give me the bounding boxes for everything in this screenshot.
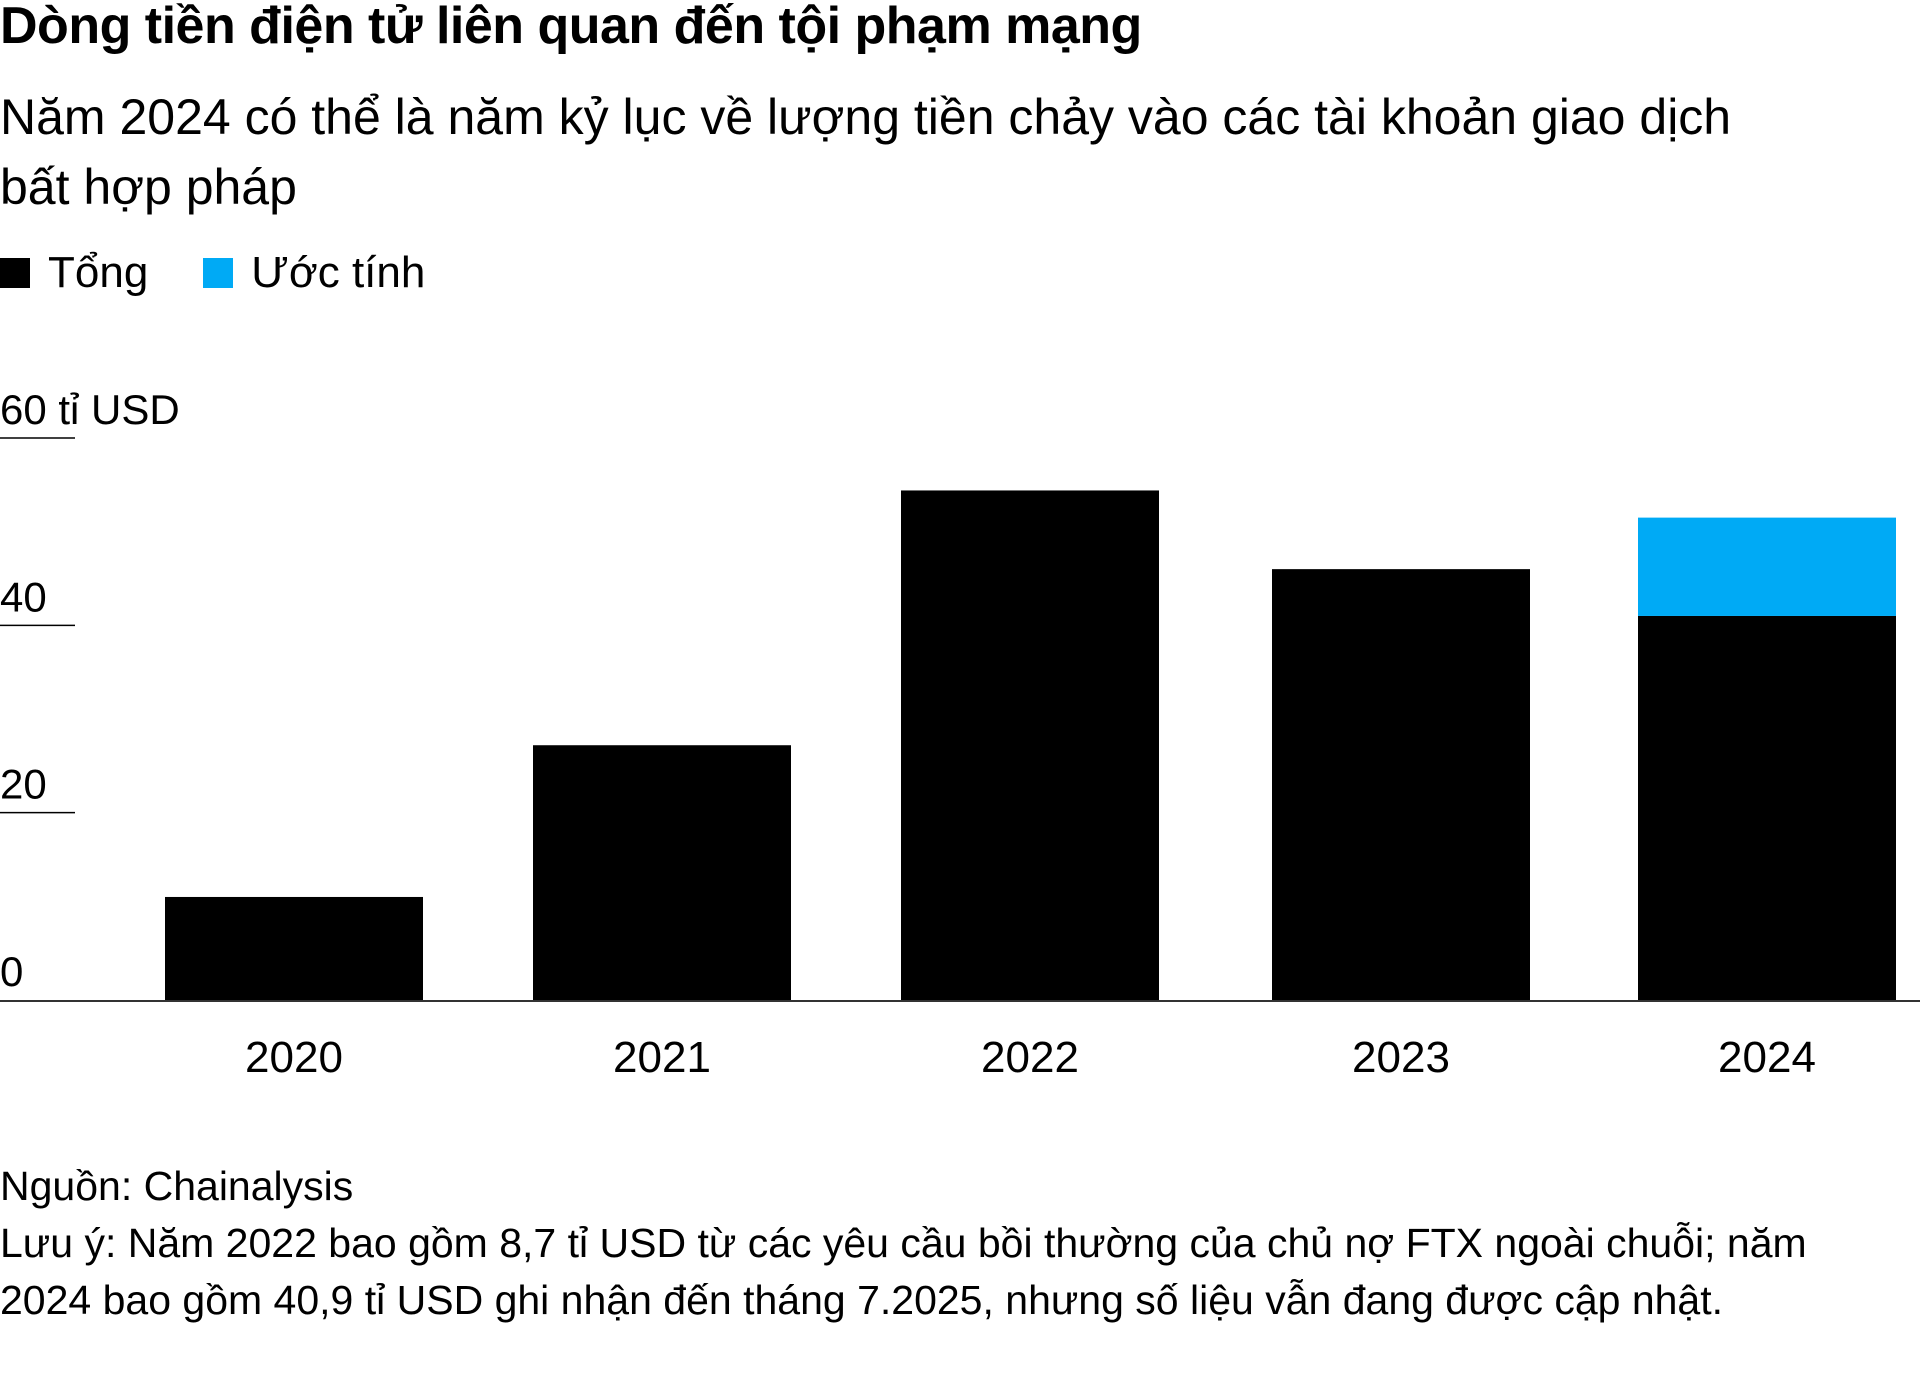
y-tick-label: 60 tỉ USD [0, 386, 180, 433]
legend-item-estimate: Ước tính [203, 248, 425, 298]
notes: Nguồn: Chainalysis Lưu ý: Năm 2022 bao g… [0, 1158, 1900, 1329]
chart-title: Dòng tiền điện tử liên quan đến tội phạm… [0, 0, 1142, 55]
bar-2022-total [901, 490, 1159, 1000]
x-tick-label: 2024 [1718, 1033, 1816, 1082]
legend-swatch-estimate [203, 258, 234, 288]
legend: Tổng Ước tính [0, 248, 425, 298]
bar-2024-total [1638, 615, 1896, 1000]
y-tick-label: 40 [0, 573, 47, 620]
x-tick-label: 2021 [613, 1033, 711, 1082]
x-tick-label: 2020 [245, 1033, 343, 1082]
legend-item-total: Tổng [0, 248, 148, 298]
legend-swatch-total [0, 258, 30, 288]
legend-label-total: Tổng [48, 248, 149, 297]
y-tick-label: 0 [0, 948, 23, 995]
chart-subtitle: Năm 2024 có thể là năm kỷ lục về lượng t… [0, 89, 1732, 215]
bar-2023-total [1272, 569, 1530, 1000]
note-text: Lưu ý: Năm 2022 bao gồm 8,7 tỉ USD từ cá… [0, 1220, 1807, 1323]
bar-2021-total [533, 745, 791, 1000]
source-text: Nguồn: Chainalysis [0, 1163, 354, 1209]
bar-2024-estimate [1638, 517, 1896, 616]
legend-label-estimate: Ước tính [251, 248, 426, 297]
x-tick-label: 2023 [1352, 1033, 1450, 1082]
y-tick-label: 20 [0, 761, 47, 808]
x-tick-label: 2022 [981, 1033, 1079, 1082]
bar-2020-total [165, 896, 423, 1000]
bar-chart: 0 20 40 60 tỉ USD 2020 2021 2022 2023 2024 [0, 386, 1920, 1082]
